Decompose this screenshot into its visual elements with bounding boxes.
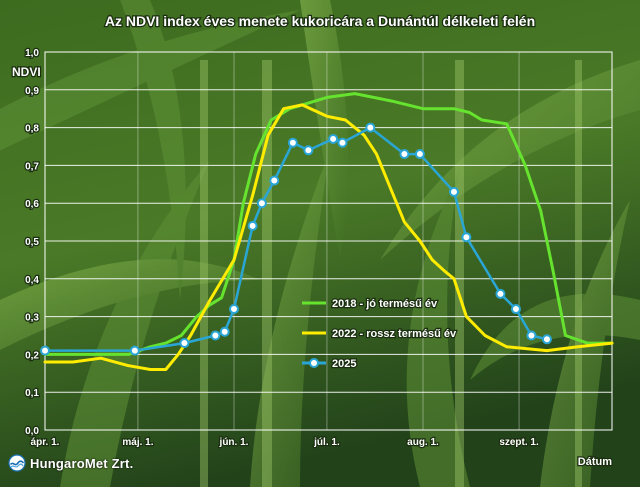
data-point (541, 334, 552, 345)
x-tick-label: szept. 1. (499, 437, 539, 448)
grid (44, 51, 613, 431)
foliage-leaf (300, 0, 348, 260)
legend-marker (309, 358, 319, 368)
x-tick-label: aug. 1. (407, 437, 439, 448)
y-tick-label: 0,5 (25, 237, 39, 248)
foliage-leaf (120, 0, 186, 300)
series-line-2025 (43, 126, 549, 352)
logo-text: HungaroMet Zrt. (30, 455, 134, 471)
hungaromet-logo-icon (8, 454, 26, 472)
foliage-leaf (60, 160, 210, 487)
foliage-leaf (250, 150, 330, 487)
foliage-leaf (406, 170, 470, 487)
data-point (495, 288, 506, 299)
data-point (328, 133, 339, 144)
data-point (247, 220, 258, 231)
x-tick-label: ápr. 1. (31, 437, 60, 448)
data-point (229, 304, 239, 315)
data-point (256, 198, 267, 209)
data-point (510, 304, 521, 315)
data-point (365, 122, 376, 133)
y-tick-label: 1,0 (25, 48, 39, 59)
plot-frame (44, 51, 613, 431)
foliage-leaf (0, 259, 260, 350)
data-point (399, 149, 410, 160)
data-point (526, 330, 537, 341)
series-line-2022-rossz-term-s-v (43, 103, 614, 371)
data-point (337, 137, 348, 148)
foliage-leaf (0, 10, 300, 151)
y-tick-label: 0,6 (25, 199, 39, 210)
foliage-stalks (200, 60, 582, 487)
x-tick-label: máj. 1. (122, 437, 153, 448)
foliage-leaf (380, 60, 640, 260)
y-tick-label: 0,7 (25, 161, 39, 172)
y-tick-label: 0,3 (25, 313, 39, 324)
hungaromet-logo: HungaroMet Zrt. (8, 454, 133, 472)
data-point (219, 326, 230, 337)
data-point (448, 186, 459, 197)
legend-label: 2018 - jó termésű év (332, 298, 438, 310)
chart-title: Az NDVI index éves menete kukoricára a D… (105, 13, 535, 29)
data-point (303, 145, 314, 156)
foliage-stalk (200, 60, 208, 487)
y-tick-label: 0,8 (25, 124, 39, 135)
legend (302, 301, 326, 368)
data-point (287, 137, 298, 148)
y-tick-label: 0,1 (25, 388, 39, 399)
legend-label: 2022 - rossz termésű év (332, 328, 457, 340)
foliage-stalk (262, 60, 272, 487)
y-tick-label: 0,0 (25, 426, 39, 437)
x-axis-label: Dátum (578, 456, 612, 468)
x-tick-label: jún. 1. (219, 437, 249, 448)
x-tick-label: júl. 1. (313, 437, 340, 448)
y-tick-label: 0,9 (25, 86, 39, 97)
data-point (40, 345, 50, 356)
data-point (179, 338, 190, 349)
foliage-stalk (455, 60, 464, 487)
series-group (40, 92, 614, 371)
data-point (461, 232, 472, 243)
y-tick-label: 0,2 (25, 350, 39, 361)
foliage-stalk (575, 60, 582, 487)
data-point (269, 175, 280, 186)
data-point (414, 149, 425, 160)
data-point (210, 330, 221, 341)
y-axis-label: NDVI (12, 65, 41, 79)
data-point (129, 345, 140, 356)
y-tick-label: 0,4 (25, 275, 39, 286)
legend-label: 2025 (332, 358, 356, 370)
